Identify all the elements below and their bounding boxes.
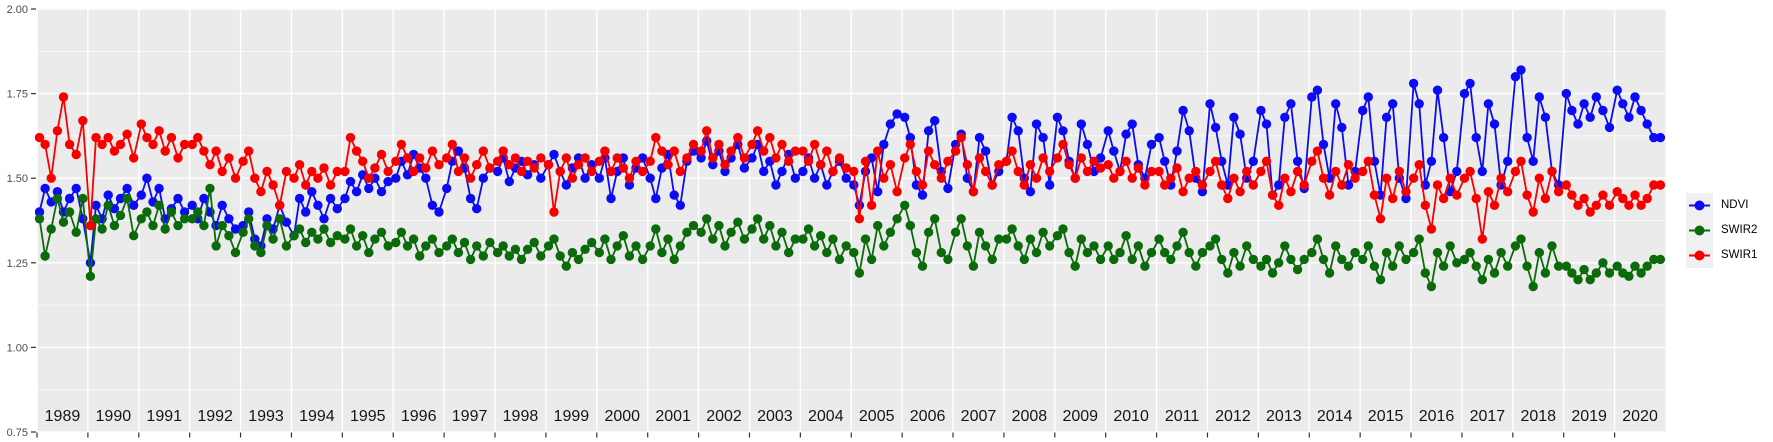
legend-item-ndvi: NDVI — [1686, 193, 1757, 218]
series-swir1 — [34, 92, 1666, 244]
year-label: 2003 — [757, 408, 793, 425]
year-label: 1991 — [146, 408, 182, 425]
legend-label-swir2: SWIR2 — [1721, 224, 1758, 236]
year-label: 1997 — [452, 408, 488, 425]
year-label: 1993 — [248, 408, 284, 425]
year-label: 2010 — [1113, 408, 1149, 425]
legend-label-swir1: SWIR1 — [1721, 249, 1758, 261]
y-tick-label: 1.75 — [7, 89, 28, 101]
y-tick-label: 2.00 — [7, 4, 28, 16]
year-label: 2017 — [1470, 408, 1506, 425]
y-tick-label: 0.75 — [7, 427, 28, 439]
year-label: 2011 — [1165, 408, 1200, 425]
x-year-labels: 1989 1990 1991 1992 1993 1994 1995 1996 1997 1998… — [45, 408, 1658, 425]
legend-key-swir2-icon — [1686, 218, 1713, 243]
year-label: 2000 — [604, 408, 640, 425]
year-label: 1999 — [554, 408, 590, 425]
y-tick-label: 1.00 — [7, 342, 28, 354]
y-tick-label: 1.50 — [7, 173, 28, 185]
year-label: 2019 — [1571, 408, 1607, 425]
legend-item-swir1: SWIR1 — [1686, 243, 1757, 268]
year-label: 1989 — [45, 408, 81, 425]
year-label: 1994 — [299, 408, 335, 425]
legend: NDVI SWIR2 SWIR1 — [1686, 193, 1757, 268]
year-label: 2002 — [706, 408, 742, 425]
year-label: 2012 — [1215, 408, 1251, 425]
year-label: 2018 — [1520, 408, 1556, 425]
year-label: 1990 — [96, 408, 132, 425]
year-label: 2014 — [1317, 408, 1353, 425]
series-swir2 — [34, 183, 1666, 292]
year-label: 2006 — [910, 408, 946, 425]
year-label: 2013 — [1266, 408, 1302, 425]
year-label: 2008 — [1012, 408, 1048, 425]
x-axis-ticks — [36, 432, 1616, 438]
y-axis: 0.75 1.00 1.25 1.50 1.75 2.00 — [7, 4, 36, 439]
year-label: 1998 — [503, 408, 539, 425]
legend-label-ndvi: NDVI — [1721, 199, 1749, 211]
legend-key-ndvi-icon — [1686, 193, 1713, 218]
year-label: 1995 — [350, 408, 386, 425]
series-ndvi — [34, 65, 1666, 268]
year-label: 2004 — [808, 408, 844, 425]
year-label: 1996 — [401, 408, 437, 425]
y-tick-label: 1.25 — [7, 258, 28, 270]
legend-item-swir2: SWIR2 — [1686, 218, 1757, 243]
year-label: 2005 — [859, 408, 895, 425]
year-label: 2020 — [1622, 408, 1658, 425]
year-label: 2009 — [1062, 408, 1098, 425]
legend-key-swir1-icon — [1686, 243, 1713, 268]
year-label: 2015 — [1368, 408, 1404, 425]
year-label: 2016 — [1419, 408, 1455, 425]
year-label: 2001 — [655, 408, 691, 425]
year-label: 2007 — [961, 408, 997, 425]
year-label: 1992 — [197, 408, 233, 425]
